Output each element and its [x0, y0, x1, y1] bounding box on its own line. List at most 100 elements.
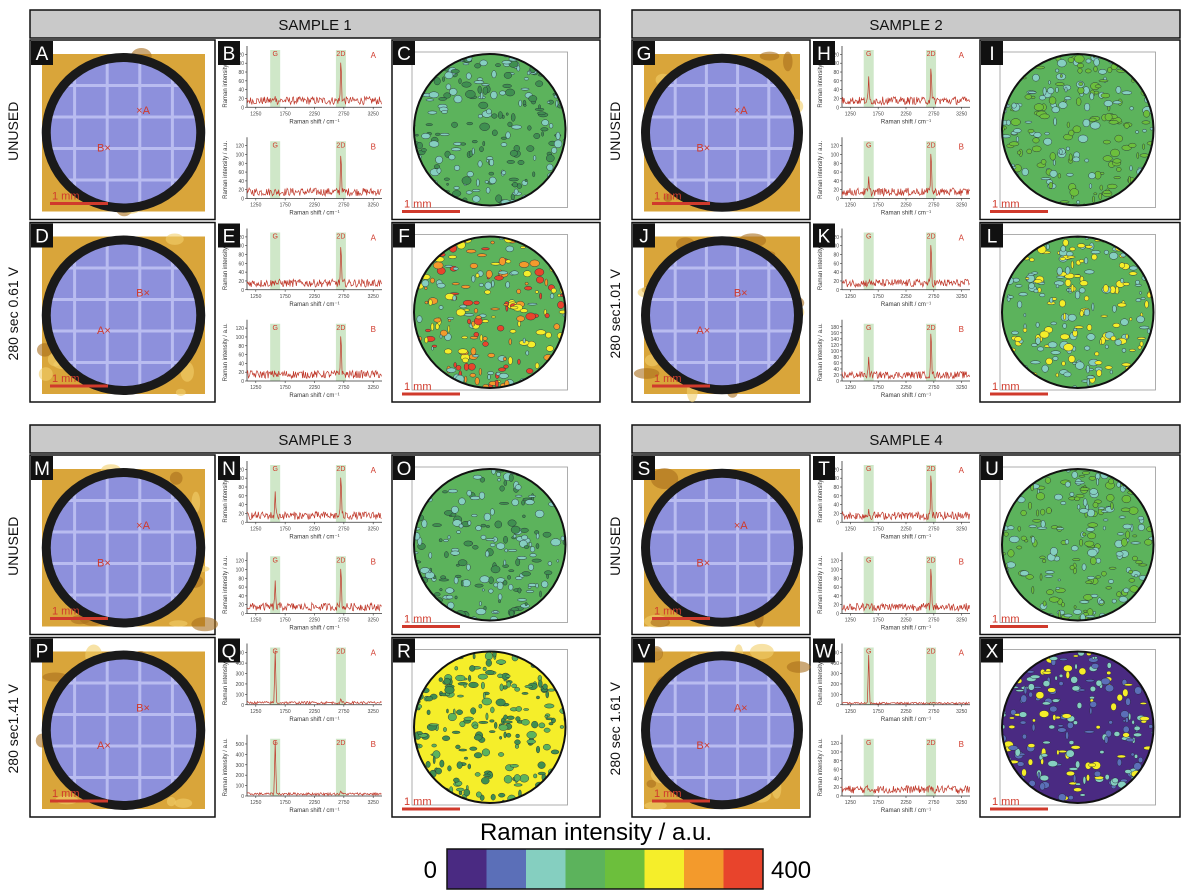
map-speckle	[463, 756, 469, 760]
map-speckle	[428, 140, 440, 148]
map-speckle	[516, 288, 521, 294]
y-tick-label: 120	[236, 559, 245, 565]
map-speckle	[461, 285, 471, 289]
peak-label: 2D	[336, 142, 345, 149]
x-tick-label: 2250	[900, 385, 911, 391]
map-speckle	[1032, 73, 1040, 82]
map-speckle	[525, 590, 535, 593]
map-speckle	[1091, 253, 1098, 261]
map-speckle	[512, 181, 518, 188]
map-speckle	[556, 559, 559, 563]
y-tick-label: 20	[238, 188, 244, 194]
x-tick-label: 1750	[280, 618, 291, 624]
photo-texture	[166, 796, 176, 807]
map-speckle	[445, 595, 454, 600]
map-speckle	[524, 77, 529, 81]
map-speckle	[1048, 96, 1057, 105]
map-speckle	[1089, 183, 1092, 189]
peak-band	[926, 556, 937, 614]
y-tick-label: 80	[238, 253, 244, 259]
map-speckle	[480, 534, 487, 540]
panel-letter-box	[633, 223, 655, 248]
map-speckle	[454, 595, 458, 600]
peak-band	[270, 232, 281, 290]
map-speckle	[1089, 488, 1098, 495]
map-speckle	[529, 553, 537, 558]
map-speckle	[498, 724, 509, 731]
map-speckle	[491, 70, 497, 79]
map-speckle	[426, 709, 431, 715]
map-speckle	[1078, 667, 1087, 676]
map-speckle	[1089, 701, 1097, 708]
y-tick-label: 40	[833, 367, 839, 373]
peak-label: 2D	[927, 740, 936, 747]
map-speckle	[1028, 524, 1037, 528]
peak-band	[926, 141, 937, 199]
map-speckle	[438, 677, 443, 682]
panel-letter-box	[813, 638, 835, 663]
map-speckle	[1067, 722, 1074, 729]
map-speckle	[1027, 743, 1036, 748]
map-speckle	[465, 72, 472, 80]
x-tick-label: 3250	[368, 800, 379, 806]
map-speckle	[1084, 269, 1095, 275]
map-speckle	[455, 744, 461, 750]
map-speckle	[1095, 575, 1102, 579]
map-speckle	[468, 363, 476, 371]
map-speckle	[421, 133, 431, 139]
x-axis-label: Raman shift / cm⁻¹	[289, 534, 339, 540]
map-speckle	[421, 279, 430, 287]
x-tick-label: 1750	[280, 203, 291, 209]
map-speckle	[461, 81, 472, 88]
map-speckle	[1123, 683, 1133, 687]
x-axis-label: Raman shift / cm⁻¹	[289, 626, 339, 632]
x-tick-label: 1750	[280, 294, 291, 300]
map-speckle	[1028, 780, 1036, 787]
map-speckle	[535, 80, 544, 87]
map-speckle	[510, 525, 521, 534]
map-speckle	[470, 347, 477, 356]
y-tick-label: 40	[833, 594, 839, 600]
map-speckle	[515, 558, 521, 567]
map-speckle	[478, 283, 484, 287]
scale-bar-label: 1 mm	[404, 199, 432, 211]
map-speckle	[1084, 540, 1095, 547]
y-axis-label: Raman intensity / a.u.	[818, 647, 824, 705]
map-speckle	[1091, 656, 1095, 660]
x-tick-label: 3250	[368, 294, 379, 300]
panel-letter: T	[818, 459, 830, 480]
map-speckle	[497, 325, 505, 332]
map-speckle	[1040, 177, 1051, 180]
y-tick-label: 20	[833, 188, 839, 194]
map-speckle	[520, 527, 529, 533]
map-speckle	[448, 255, 457, 259]
map-speckle	[508, 177, 519, 182]
map-speckle	[1086, 378, 1090, 387]
peak-band	[270, 323, 281, 381]
photo-texture	[786, 661, 811, 673]
map-speckle	[1121, 90, 1132, 95]
map-speckle	[489, 159, 494, 167]
map-speckle	[1100, 314, 1108, 318]
map-speckle	[450, 69, 460, 74]
x-tick-label: 1250	[845, 618, 856, 624]
map-speckle	[1073, 274, 1082, 278]
map-speckle	[468, 674, 472, 682]
x-tick-label: 2250	[309, 618, 320, 624]
map-speckle	[1037, 346, 1044, 352]
x-tick-label: 1250	[845, 385, 856, 391]
map-speckle	[1029, 257, 1035, 262]
sample-ring	[41, 650, 206, 810]
spectrum-label: B	[959, 325, 964, 334]
map-frame	[411, 466, 568, 623]
photo-texture	[759, 51, 780, 61]
map-speckle	[482, 336, 488, 341]
peak-band	[335, 465, 346, 523]
x-tick-label: 1250	[845, 526, 856, 532]
panel-letter-box	[393, 638, 415, 663]
map-speckle	[414, 551, 419, 555]
map-speckle	[1020, 509, 1027, 517]
map-speckle	[528, 95, 538, 103]
map-speckle	[456, 308, 466, 317]
panel-letter-box	[31, 41, 53, 65]
